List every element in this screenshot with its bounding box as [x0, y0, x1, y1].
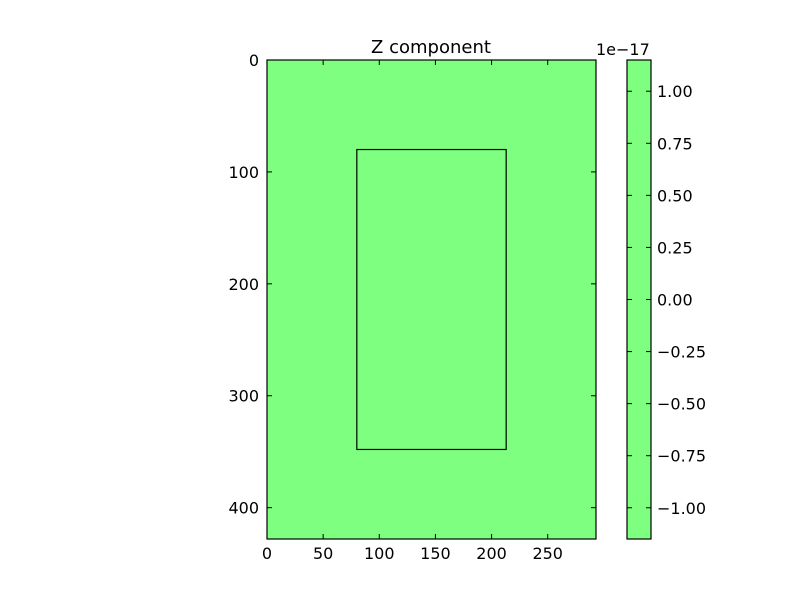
- y-tick-label: 300: [228, 387, 259, 406]
- y-tick-label: 200: [228, 275, 259, 294]
- y-tick-label: 0: [249, 51, 259, 70]
- colorbar-tick-label: 1.00: [657, 82, 693, 101]
- colorbar-tick-label: −1.00: [657, 499, 706, 518]
- colorbar-tick-label: −0.50: [657, 395, 706, 414]
- colorbar-tick-label: −0.75: [657, 447, 706, 466]
- x-tick-label: 150: [420, 544, 451, 563]
- x-tick-label: 0: [262, 544, 272, 563]
- overlay-rectangle: [356, 148, 507, 451]
- field-image-plot: 0 50 100 150 200 250 0 100 200 300 400: [228, 51, 597, 563]
- y-tick-label: 100: [228, 163, 259, 182]
- axes-frame: [266, 59, 597, 540]
- colorbar-offset-label: 1e−17: [596, 40, 650, 59]
- x-tick-label: 200: [476, 544, 507, 563]
- colorbar-tick-label: 0.75: [657, 134, 693, 153]
- colorbar-tick-label: 0.00: [657, 291, 693, 310]
- colorbar: 1.00 0.75 0.50 0.25 0.00 −0.25 −0.50 −0.75 −1.00: [626, 59, 706, 540]
- chart-title: Z component: [371, 37, 491, 58]
- colorbar-tick-label: 0.25: [657, 238, 693, 257]
- x-tick-label: 250: [532, 544, 563, 563]
- colorbar-tick-label: 0.50: [657, 186, 693, 205]
- y-tick-label: 400: [228, 499, 259, 518]
- x-tick-label: 50: [313, 544, 333, 563]
- colorbar-tick-label: −0.25: [657, 343, 706, 362]
- x-tick-label: 100: [364, 544, 395, 563]
- field-image: [267, 60, 596, 539]
